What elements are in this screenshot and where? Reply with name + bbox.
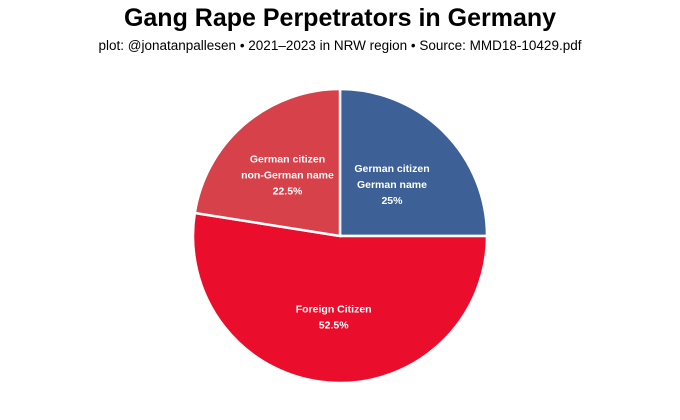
slice-label: German citizen non-German name 22.5% (241, 154, 334, 198)
slice-label: German citizen German name 25% (354, 163, 429, 207)
pie-slice (191, 211, 489, 385)
pie-slice (338, 87, 489, 238)
chart-title: Gang Rape Perpetrators in Germany (123, 4, 557, 32)
chart-subtitle: plot: @jonatanpallesen • 2021–2023 in NR… (98, 38, 582, 53)
slice-label: Foreign Citizen 52.5% (296, 304, 372, 332)
pie-slice (193, 87, 342, 238)
